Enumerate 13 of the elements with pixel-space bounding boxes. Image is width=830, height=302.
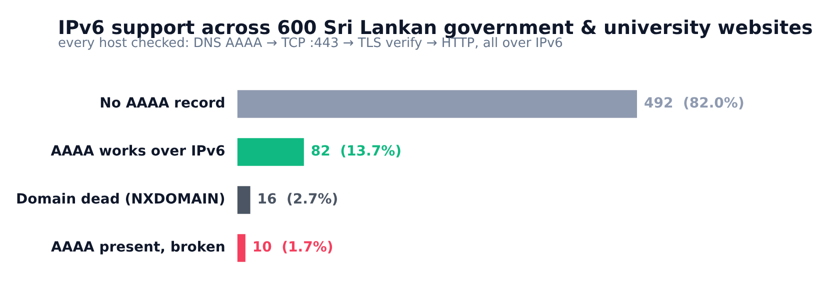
y-tick-label: AAAA works over IPv6 [50, 144, 226, 160]
bar [237, 90, 637, 118]
bar [237, 138, 304, 166]
chart-subtitle: every host checked: DNS AAAA → TCP :443 → TLS verify → HTTP, all over IPv6 [58, 36, 563, 51]
data-label: 82 (13.7%) [310, 144, 402, 160]
data-label: 10 (1.7%) [252, 240, 334, 256]
data-label: 16 (2.7%) [257, 192, 338, 208]
bar [237, 186, 250, 214]
y-tick-label: No AAAA record [100, 96, 226, 112]
y-tick-label: AAAA present, broken [51, 240, 226, 256]
data-label: 492 (82.0%) [644, 96, 744, 112]
bar [237, 234, 246, 262]
y-tick-label: Domain dead (NXDOMAIN) [16, 192, 226, 208]
